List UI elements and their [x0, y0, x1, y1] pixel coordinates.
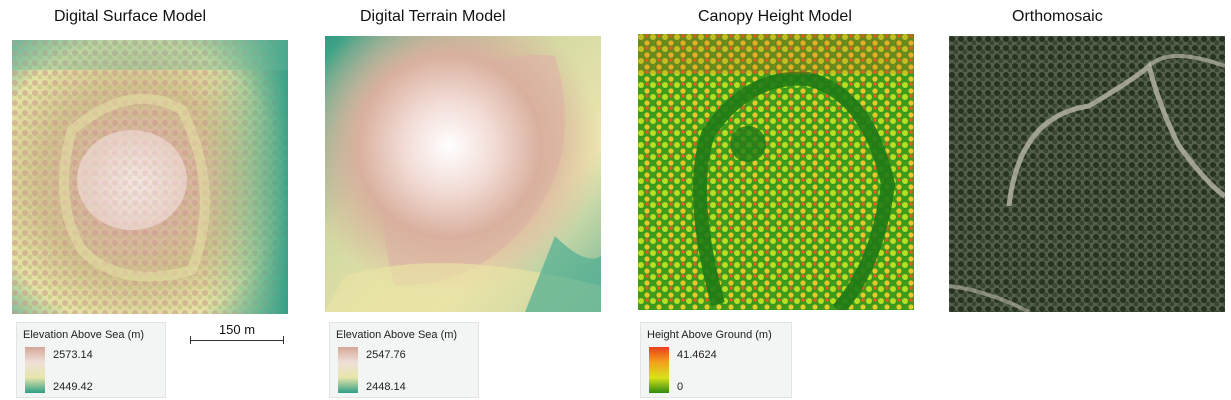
- chm-title: Canopy Height Model: [698, 8, 852, 25]
- chm-legend: Height Above Ground (m) 41.4624 0: [640, 322, 792, 398]
- dtm-legend-min: 2448.14: [366, 381, 406, 393]
- ortho-map: [949, 36, 1225, 312]
- dtm-legend-title: Elevation Above Sea (m): [336, 329, 458, 341]
- dtm-title: Digital Terrain Model: [360, 8, 506, 25]
- chm-color-ramp: [649, 347, 669, 393]
- scale-bar-tick-left: [190, 336, 191, 344]
- scale-bar-label: 150 m: [218, 322, 256, 337]
- dsm-color-ramp: [25, 347, 45, 393]
- scale-bar-line: [190, 340, 284, 341]
- dtm-legend-max: 2547.76: [366, 349, 406, 361]
- dsm-map: [12, 40, 288, 314]
- chm-legend-max: 41.4624: [677, 349, 717, 361]
- ortho-title: Orthomosaic: [1012, 8, 1103, 25]
- dsm-legend-min: 2449.42: [53, 381, 93, 393]
- scale-bar: 150 m: [190, 322, 284, 344]
- dsm-legend-title: Elevation Above Sea (m): [23, 329, 145, 341]
- chm-legend-title: Height Above Ground (m): [647, 329, 772, 341]
- dsm-legend-max: 2573.14: [53, 349, 93, 361]
- dsm-title: Digital Surface Model: [54, 8, 207, 25]
- scale-bar-tick-right: [283, 336, 284, 344]
- dtm-legend: Elevation Above Sea (m) 2547.76 2448.14: [329, 322, 479, 398]
- dsm-legend: Elevation Above Sea (m) 2573.14 2449.42: [16, 322, 166, 398]
- dtm-map: [325, 36, 601, 312]
- chm-map: [638, 34, 914, 310]
- dtm-color-ramp: [338, 347, 358, 393]
- chm-legend-min: 0: [677, 381, 684, 393]
